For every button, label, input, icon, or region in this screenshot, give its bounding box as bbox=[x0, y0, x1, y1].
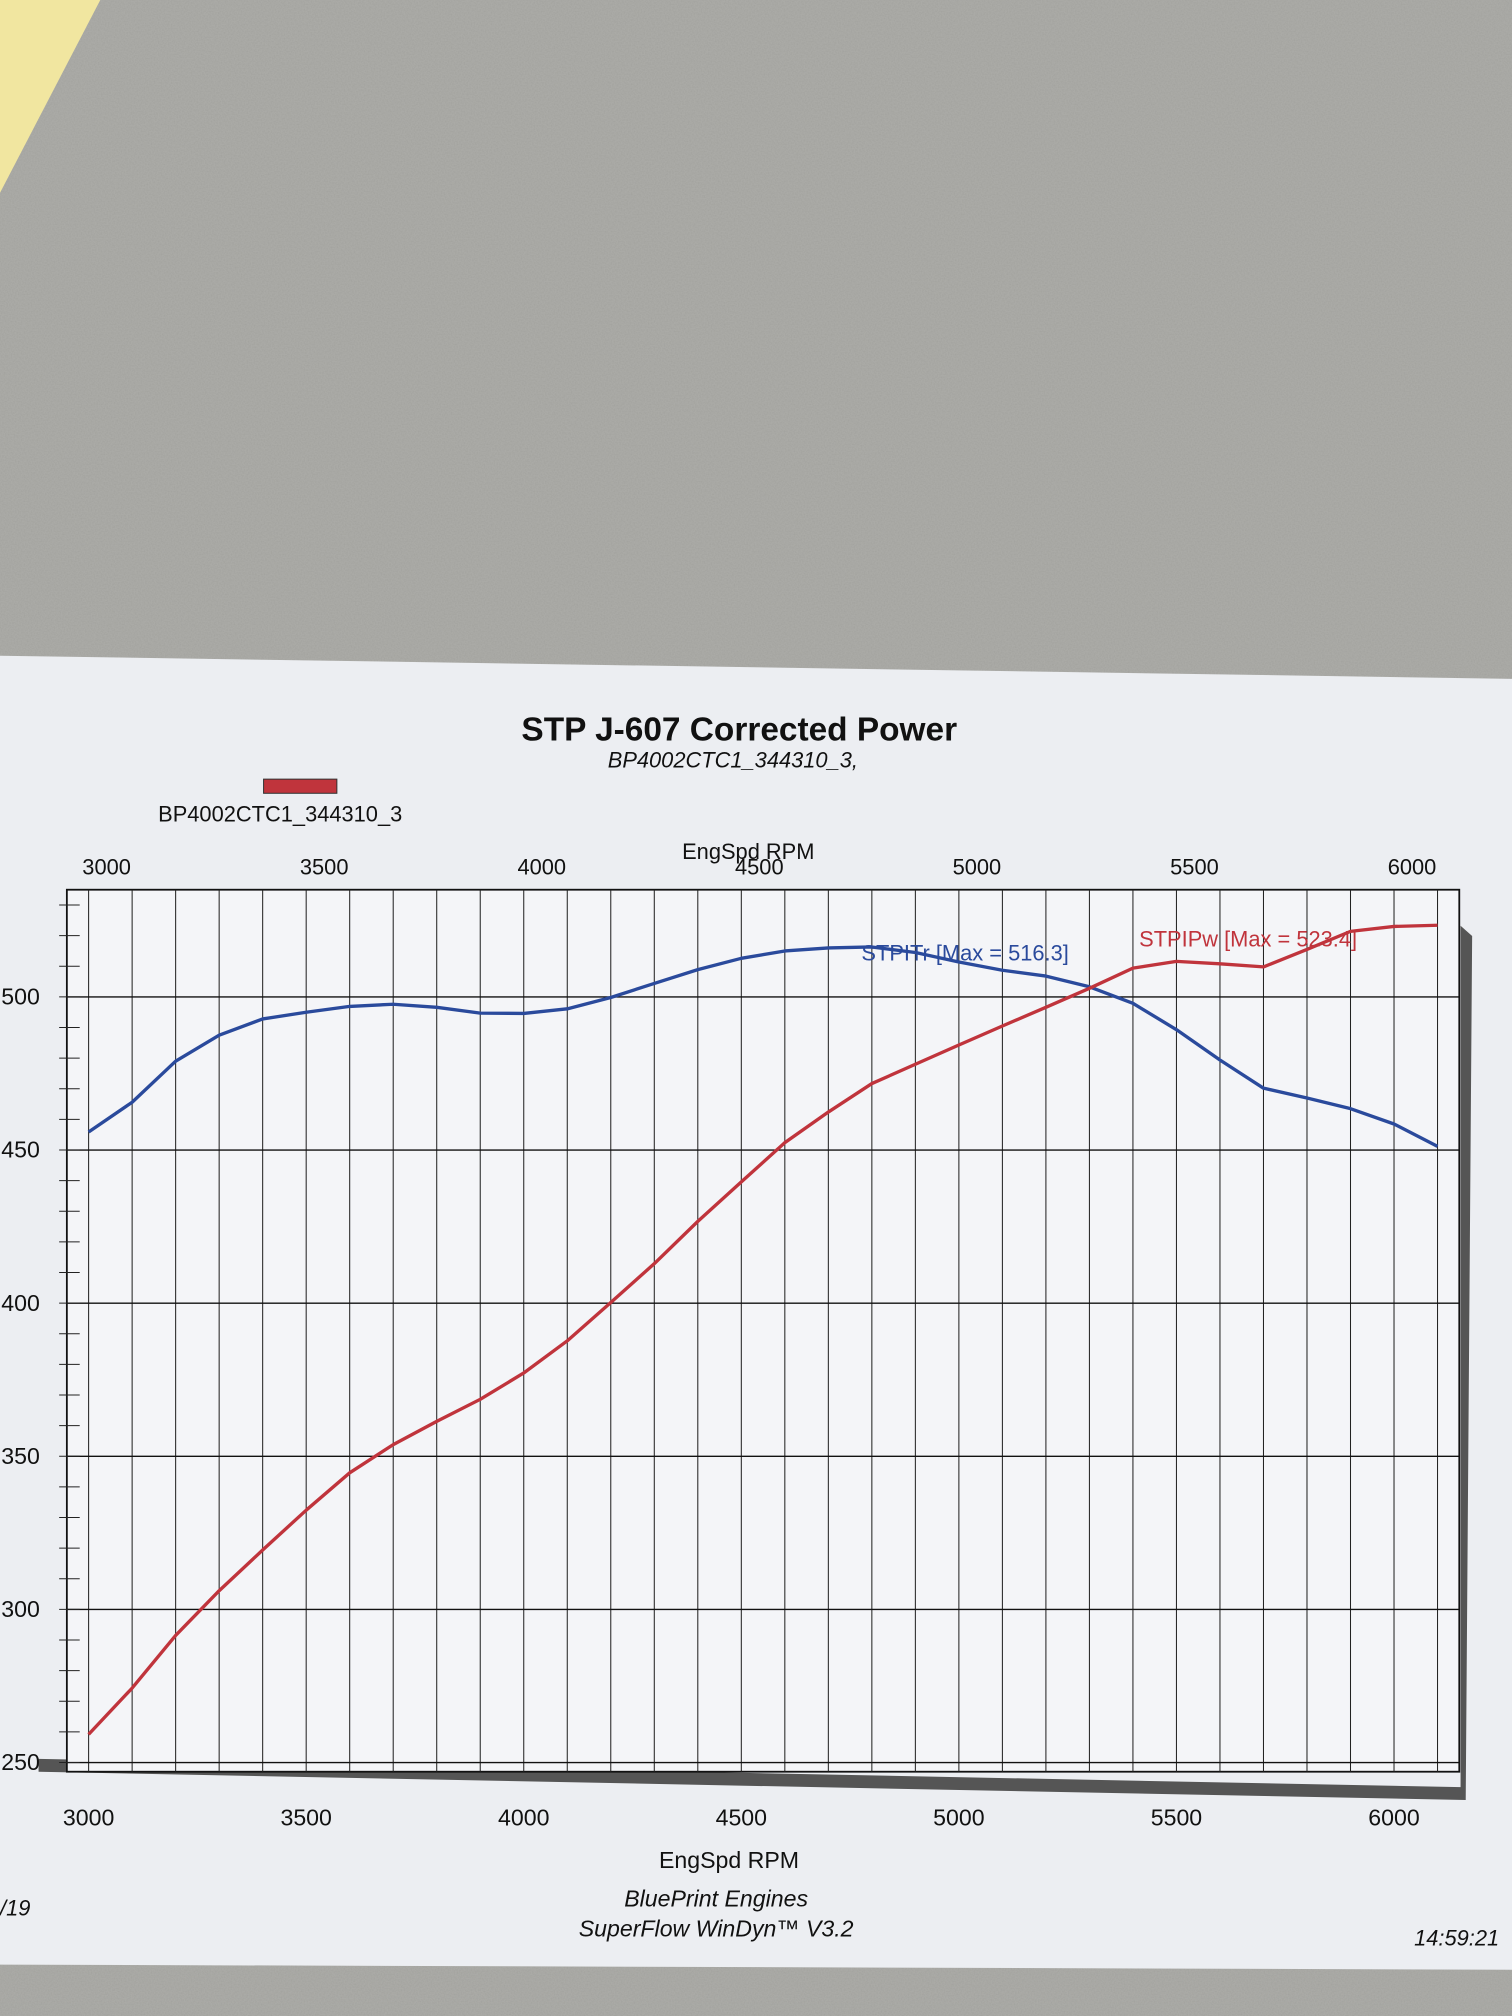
x-tick-label: 4500 bbox=[716, 1805, 767, 1831]
x-tick-label-top: 5500 bbox=[1170, 854, 1219, 879]
series-annotation: STPIPw [Max = 523.4] bbox=[1139, 926, 1357, 951]
time: 14:59:21 bbox=[1414, 1925, 1499, 1950]
x-tick-label: 6000 bbox=[1368, 1805, 1419, 1831]
plot-area bbox=[65, 888, 1461, 1773]
notepad bbox=[0, 0, 101, 193]
x-axis-label-top: EngSpd RPM bbox=[682, 839, 814, 864]
x-axis-label: EngSpd RPM bbox=[659, 1847, 799, 1873]
legend-swatch bbox=[263, 778, 338, 794]
footer-line: SuperFlow WinDyn™ V3.2 bbox=[579, 1915, 854, 1941]
chart-title: STP J-607 Corrected Power bbox=[521, 712, 957, 749]
legend-label: BP4002CTC1_344310_3 bbox=[158, 802, 402, 827]
series-line bbox=[87, 923, 1438, 1736]
x-tick-label-top: 3000 bbox=[82, 854, 131, 879]
chart-subtitle: BP4002CTC1_344310_3, bbox=[608, 748, 858, 773]
x-tick-label-top: 5000 bbox=[953, 854, 1002, 879]
x-tick-label-top: 3500 bbox=[300, 854, 349, 879]
series-annotation: STPITr [Max = 516.3] bbox=[861, 940, 1068, 965]
date: /19 bbox=[0, 1896, 30, 1921]
x-tick-label: 4000 bbox=[498, 1805, 549, 1831]
x-tick-label-top: 6000 bbox=[1388, 854, 1437, 879]
y-tick-label: 300 bbox=[1, 1596, 40, 1622]
x-tick-label: 3500 bbox=[280, 1805, 331, 1831]
y-tick-label: 400 bbox=[1, 1290, 40, 1316]
footer-line: BluePrint Engines bbox=[624, 1886, 808, 1912]
x-tick-label: 3000 bbox=[63, 1805, 114, 1831]
x-tick-label: 5000 bbox=[933, 1805, 984, 1831]
x-tick-label-top: 4500 bbox=[735, 854, 784, 879]
y-tick-label: 450 bbox=[1, 1137, 40, 1163]
x-tick-label-top: 4000 bbox=[517, 854, 566, 879]
series-line bbox=[87, 945, 1439, 1148]
y-tick-label: 250 bbox=[1, 1749, 40, 1775]
y-tick-label: 500 bbox=[1, 984, 40, 1010]
x-tick-label: 5500 bbox=[1151, 1805, 1202, 1831]
y-tick-label: 350 bbox=[1, 1443, 40, 1469]
